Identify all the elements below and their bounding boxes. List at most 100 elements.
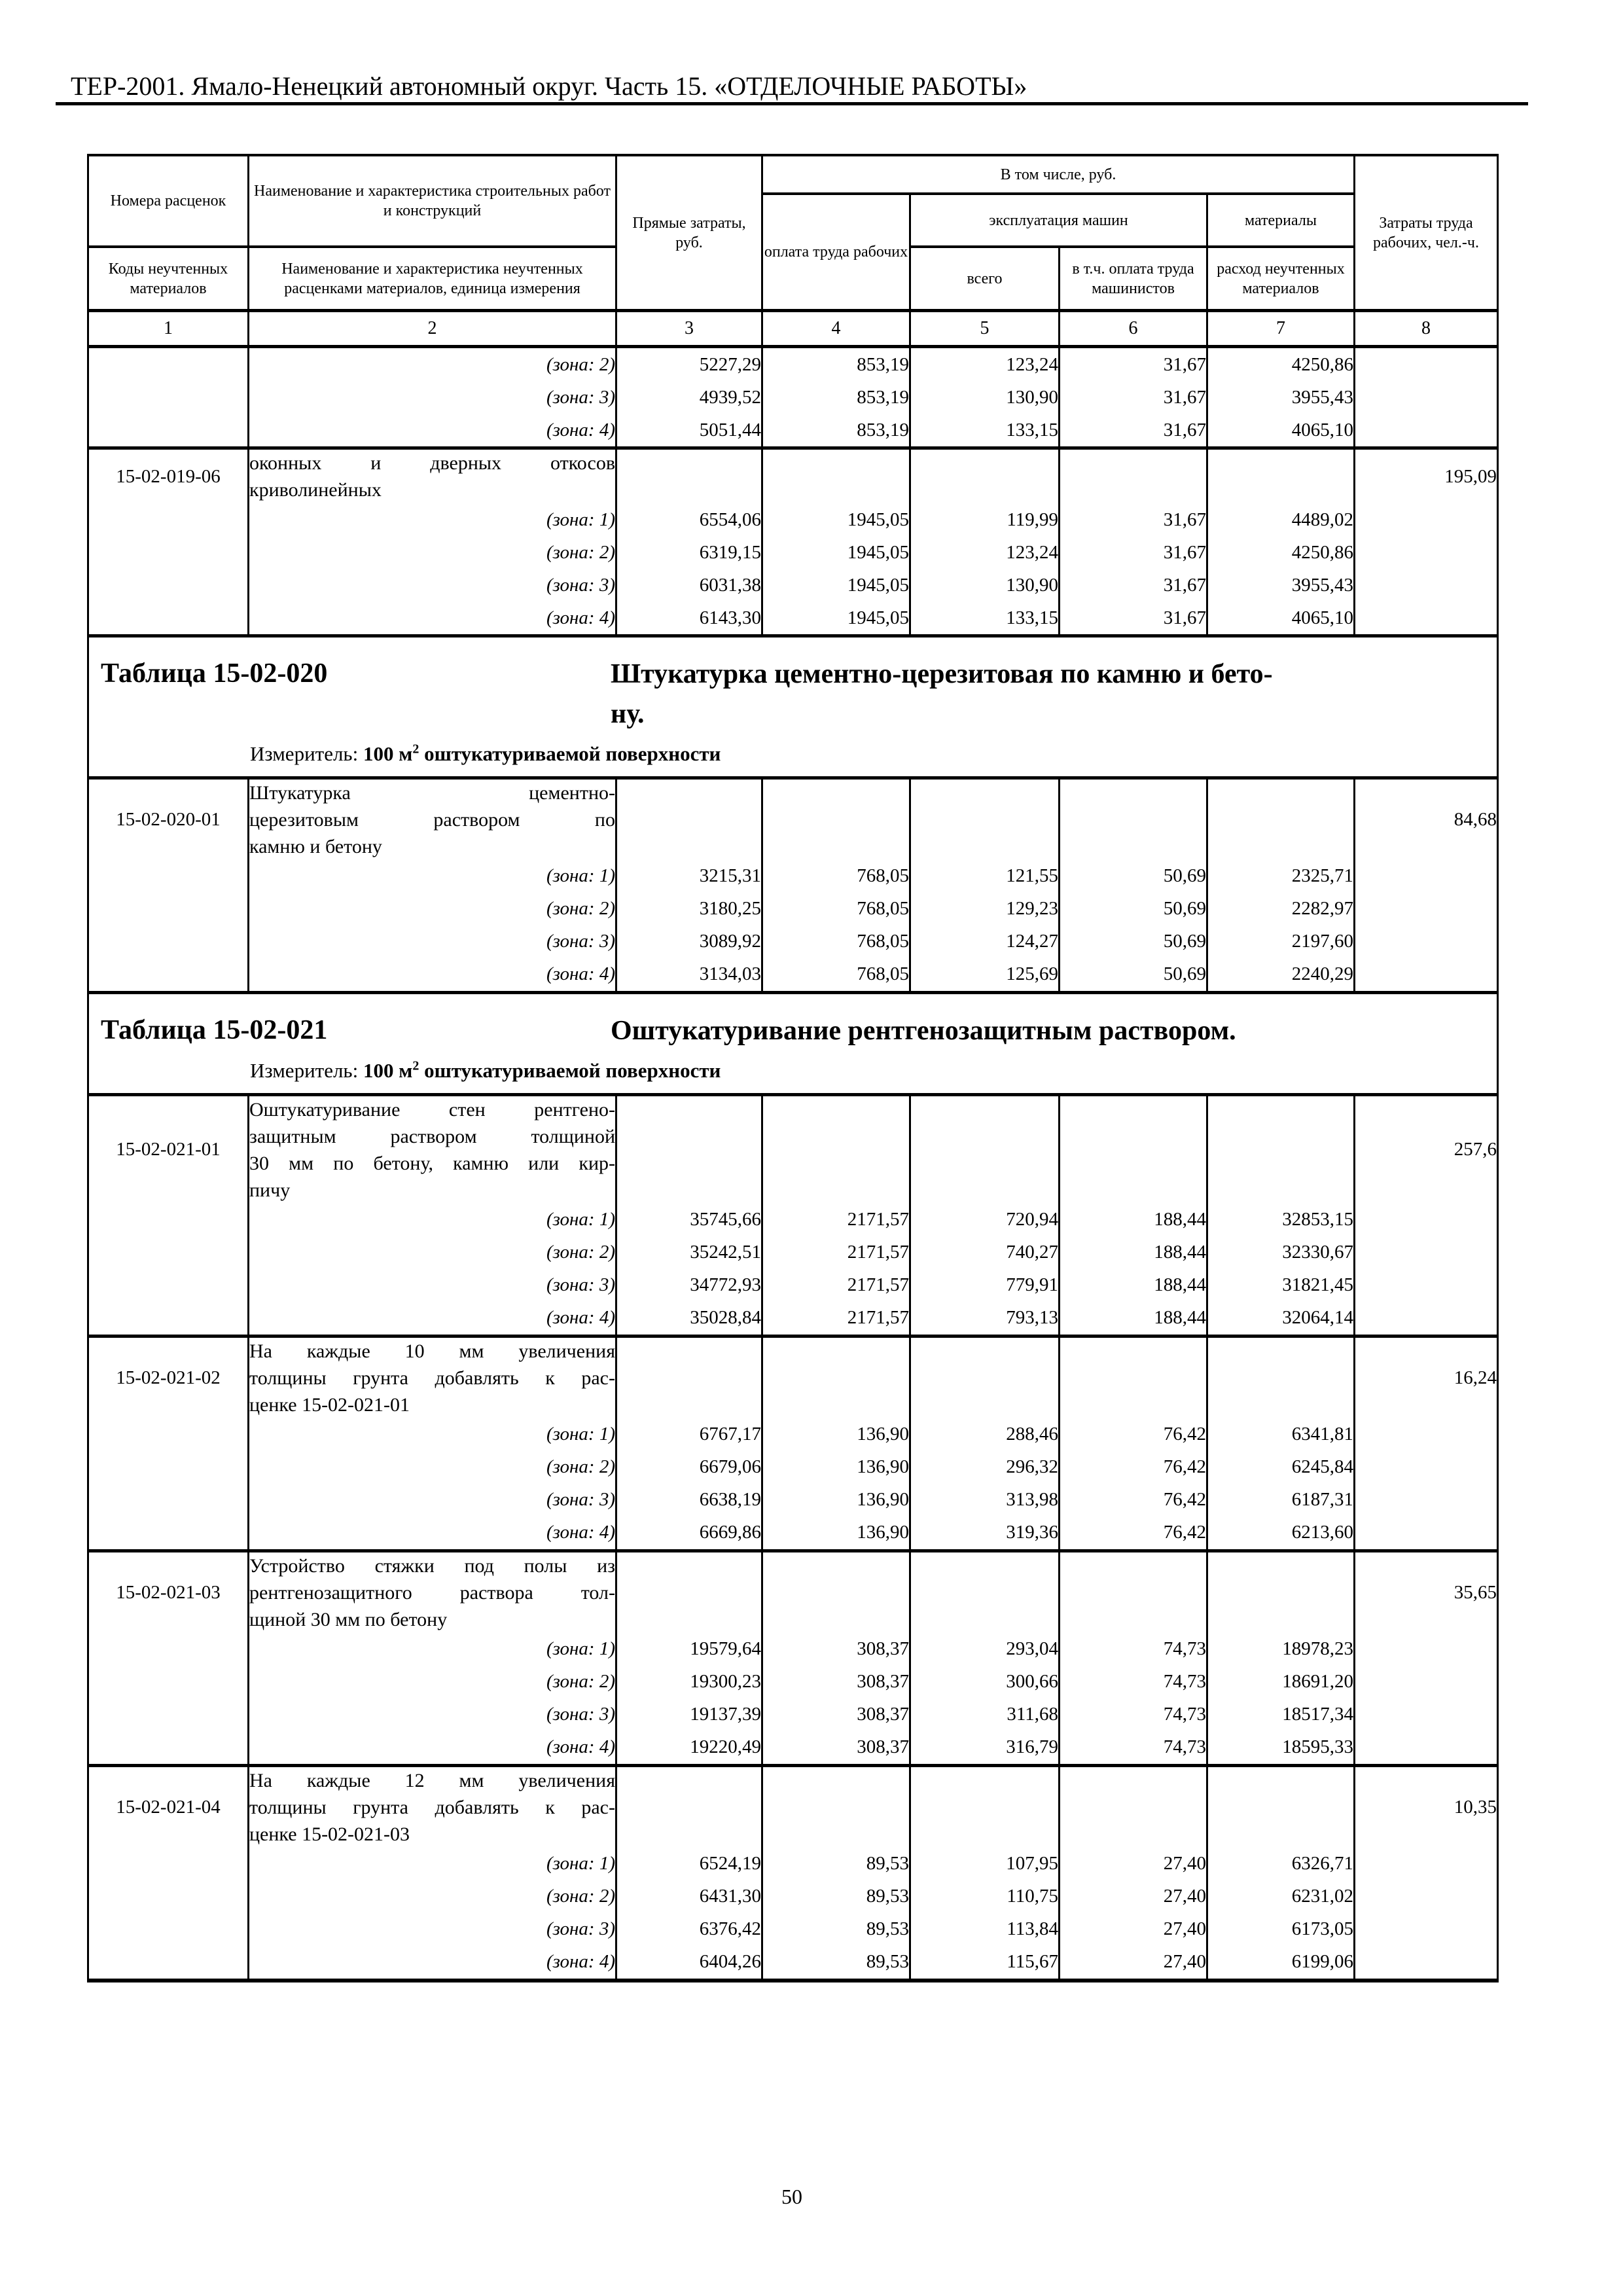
value-cell: 2282,97 (1206, 892, 1355, 925)
rates-table-header: Номера расценок Наименование и характери… (87, 155, 1498, 348)
value-cell: 188,44 (1058, 1268, 1207, 1302)
value-cell: 89,53 (761, 1945, 910, 1981)
work-name-line: Штукатурка цементно- (249, 781, 616, 804)
section-measure: Измеритель: 100 м2 оштукатуриваемой пове… (250, 1059, 1431, 1083)
value-cell: 89,53 (761, 1912, 910, 1946)
zone-row: (зона: 3) 6638,19 136,90 313,98 76,42 6187,31 (87, 1483, 1498, 1516)
value-cell: 319,36 (909, 1516, 1060, 1551)
value-cell: 3089,92 (615, 925, 762, 958)
zone-label: (зона: 1) (546, 1853, 615, 1874)
value-cell: 2240,29 (1206, 958, 1355, 993)
value-cell: 6326,71 (1206, 1847, 1355, 1880)
col-header-labor-pay: оплата труда рабочих (761, 194, 910, 311)
work-name-line: защитным раствором толщиной (249, 1125, 616, 1147)
value-cell: 31,67 (1058, 346, 1207, 381)
zone-label: (зона: 3) (546, 931, 615, 952)
value-cell: 5051,44 (615, 414, 762, 448)
value-cell: 6213,60 (1206, 1516, 1355, 1551)
value-cell: 115,67 (909, 1945, 1060, 1981)
value-cell: 6173,05 (1206, 1912, 1355, 1946)
value-cell: 27,40 (1058, 1912, 1207, 1946)
value-cell: 300,66 (909, 1665, 1060, 1698)
value-cell: 6554,06 (615, 503, 762, 536)
column-number: 3 (615, 309, 762, 348)
document-header-title: ТЕР-2001. Ямало-Ненецкий автономный окру… (71, 71, 1027, 101)
value-cell: 31,67 (1058, 414, 1207, 448)
zone-label: (зона: 2) (546, 1242, 615, 1263)
value-cell: 130,90 (909, 569, 1060, 601)
value-cell: 18595,33 (1206, 1731, 1355, 1766)
work-name-line: Оштукатуривание стен рентгено- (249, 1098, 616, 1121)
value-cell: 123,24 (909, 346, 1060, 381)
value-cell: 853,19 (761, 414, 910, 448)
zone-row: (зона: 4) 6143,30 1945,05 133,15 31,67 4065,1… (87, 601, 1498, 636)
value-cell: 27,40 (1058, 1945, 1207, 1981)
value-cell: 313,98 (909, 1483, 1060, 1516)
zone-label-cell: (зона: 4) (247, 1301, 616, 1336)
zone-label-cell: (зона: 1) (247, 859, 616, 893)
zone-row: (зона: 2) 6431,30 89,53 110,75 27,40 6231,02 (87, 1880, 1498, 1913)
zone-label: (зона: 2) (546, 1456, 615, 1478)
zone-row: (зона: 4) 19220,49 308,37 316,79 74,73 18595,… (87, 1731, 1498, 1766)
value-cell: 19137,39 (615, 1698, 762, 1731)
value-cell: 6638,19 (615, 1483, 762, 1516)
rate-item-row: 15-02-021-02 На каждые 10 мм увеличения то… (87, 1334, 1498, 1418)
labor-hours-cell: 16,24 (1353, 1334, 1498, 1418)
zone-label-cell: (зона: 2) (247, 1450, 616, 1484)
section-block: Таблица 15-02-021 Оштукатуривание рентген… (87, 990, 1498, 1096)
zone-label-cell: (зона: 2) (247, 346, 616, 381)
zone-row: (зона: 3) 34772,93 2171,57 779,91 188,44 3182… (87, 1268, 1498, 1302)
zone-label: (зона: 2) (546, 353, 615, 375)
header-row-2: оплата труда рабочих эксплуатация машин … (88, 194, 1498, 311)
zone-label-cell: (зона: 3) (247, 381, 616, 414)
zone-label: (зона: 1) (546, 1209, 615, 1230)
value-cell: 3134,03 (615, 958, 762, 993)
value-cell: 121,55 (909, 859, 1060, 893)
column-number: 1 (87, 309, 249, 348)
value-cell: 18691,20 (1206, 1665, 1355, 1698)
header-row-3: Коды неучтенных материалов Наименование … (87, 247, 1498, 311)
measure-label: Измеритель: (250, 1058, 363, 1082)
zone-label: (зона: 2) (546, 541, 615, 563)
work-name-line: щиной 30 мм по бетону (249, 1608, 448, 1630)
zone-row: (зона: 3) 6031,38 1945,05 130,90 31,67 3955,4… (87, 569, 1498, 601)
section-title: Оштукатуривание рентгенозащитным раствор… (611, 1015, 1236, 1046)
rate-code-cell: 15-02-021-03 (87, 1549, 249, 1633)
zone-row: (зона: 1) 6524,19 89,53 107,95 27,40 6326,71 (87, 1847, 1498, 1880)
col-header-works-name: Наименование и характеристика строительн… (247, 155, 616, 248)
value-cell: 32853,15 (1206, 1203, 1355, 1236)
value-cell: 50,69 (1058, 892, 1207, 925)
work-name-line: церезитовым раствором по (249, 808, 616, 831)
zone-label: (зона: 4) (546, 607, 615, 628)
zone-row: (зона: 1) 6554,06 1945,05 119,99 31,67 4489,0… (87, 503, 1498, 536)
zone-label: (зона: 1) (546, 865, 615, 887)
rate-code-cell: 15-02-021-01 (87, 1092, 249, 1204)
measure-superscript: 2 (412, 742, 419, 757)
value-cell: 35028,84 (615, 1301, 762, 1336)
zone-row: (зона: 2) 6319,15 1945,05 123,24 31,67 4250,8… (87, 536, 1498, 569)
zone-label-cell: (зона: 4) (247, 601, 616, 636)
value-cell: 6431,30 (615, 1880, 762, 1913)
zone-row: (зона: 2) 19300,23 308,37 300,66 74,73 18691,… (87, 1665, 1498, 1698)
value-cell: 107,95 (909, 1847, 1060, 1880)
work-name-line: На каждые 10 мм увеличения (249, 1340, 616, 1362)
zone-label-cell: (зона: 3) (247, 1268, 616, 1302)
labor-hours-cell: 257,6 (1353, 1092, 1498, 1204)
section-heading: Таблица 15-02-020 Штукатурка цементно-цер… (87, 634, 1498, 780)
zone-label: (зона: 2) (546, 898, 615, 920)
value-cell: 3215,31 (615, 859, 762, 893)
value-cell: 4065,10 (1206, 601, 1355, 636)
column-number: 6 (1058, 309, 1207, 348)
col-header-machinists-pay: в т.ч. оплата труда машинистов (1058, 247, 1207, 311)
value-cell: 6031,38 (615, 569, 762, 601)
work-name-line: рентгенозащитного раствора тол- (249, 1581, 616, 1604)
value-cell: 5227,29 (615, 346, 762, 381)
value-cell: 50,69 (1058, 925, 1207, 958)
value-cell: 113,84 (909, 1912, 1060, 1946)
work-name-line: толщины грунта добавлять к рас- (249, 1367, 616, 1389)
zone-label: (зона: 3) (546, 1704, 615, 1725)
value-cell: 768,05 (761, 859, 910, 893)
value-cell: 136,90 (761, 1483, 910, 1516)
value-cell: 853,19 (761, 381, 910, 414)
work-name-line: 30 мм по бетону, камню или кир- (249, 1152, 616, 1174)
